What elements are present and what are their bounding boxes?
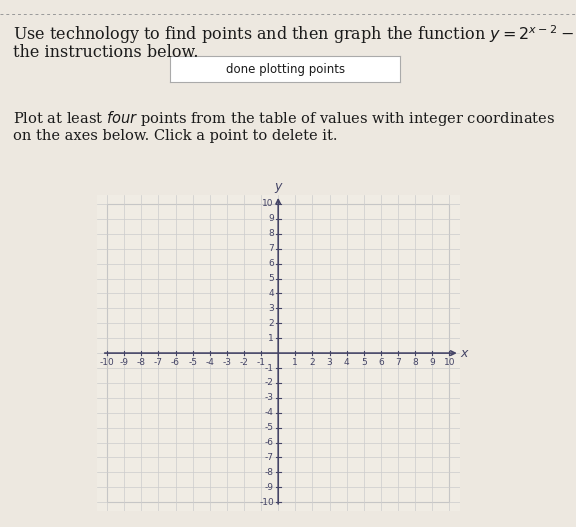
Text: -6: -6 [265,438,274,447]
Text: -5: -5 [188,358,197,367]
Text: 9: 9 [268,214,274,223]
Text: 9: 9 [429,358,435,367]
Text: -9: -9 [265,483,274,492]
Text: 10: 10 [263,199,274,209]
Text: 6: 6 [378,358,384,367]
Text: -2: -2 [265,378,274,387]
Text: Use technology to find points and then graph the function $y = 2^{x-2} - 2$, fol: Use technology to find points and then g… [13,23,576,46]
Text: 1: 1 [293,358,298,367]
Text: -7: -7 [154,358,163,367]
Text: 4: 4 [268,289,274,298]
Text: -4: -4 [205,358,214,367]
Text: -6: -6 [171,358,180,367]
Text: -1: -1 [265,364,274,373]
Text: -8: -8 [265,468,274,477]
Text: -1: -1 [256,358,266,367]
Text: -3: -3 [265,393,274,402]
Text: Plot at least $\it{four}$ points from the table of values with integer coordinat: Plot at least $\it{four}$ points from th… [13,109,555,128]
Text: y: y [275,181,282,193]
Text: 10: 10 [444,358,455,367]
Text: 4: 4 [344,358,350,367]
Text: 5: 5 [268,274,274,283]
Text: 8: 8 [412,358,418,367]
Text: 1: 1 [268,334,274,343]
Text: -3: -3 [222,358,232,367]
Text: 2: 2 [310,358,315,367]
Text: 6: 6 [268,259,274,268]
Text: -8: -8 [137,358,146,367]
Text: 3: 3 [327,358,332,367]
Text: x: x [460,347,468,359]
Text: 3: 3 [268,304,274,313]
Text: 7: 7 [395,358,401,367]
Text: -9: -9 [120,358,128,367]
Text: 7: 7 [268,244,274,253]
Text: done plotting points: done plotting points [226,63,344,75]
Text: -10: -10 [259,497,274,507]
Text: -7: -7 [265,453,274,462]
Text: -2: -2 [240,358,248,367]
Text: the instructions below.: the instructions below. [13,44,198,61]
Text: 8: 8 [268,229,274,238]
Text: -10: -10 [100,358,115,367]
Text: on the axes below. Click a point to delete it.: on the axes below. Click a point to dele… [13,129,337,143]
Text: -4: -4 [265,408,274,417]
Text: -5: -5 [265,423,274,432]
Text: 5: 5 [361,358,367,367]
Text: 2: 2 [268,319,274,328]
